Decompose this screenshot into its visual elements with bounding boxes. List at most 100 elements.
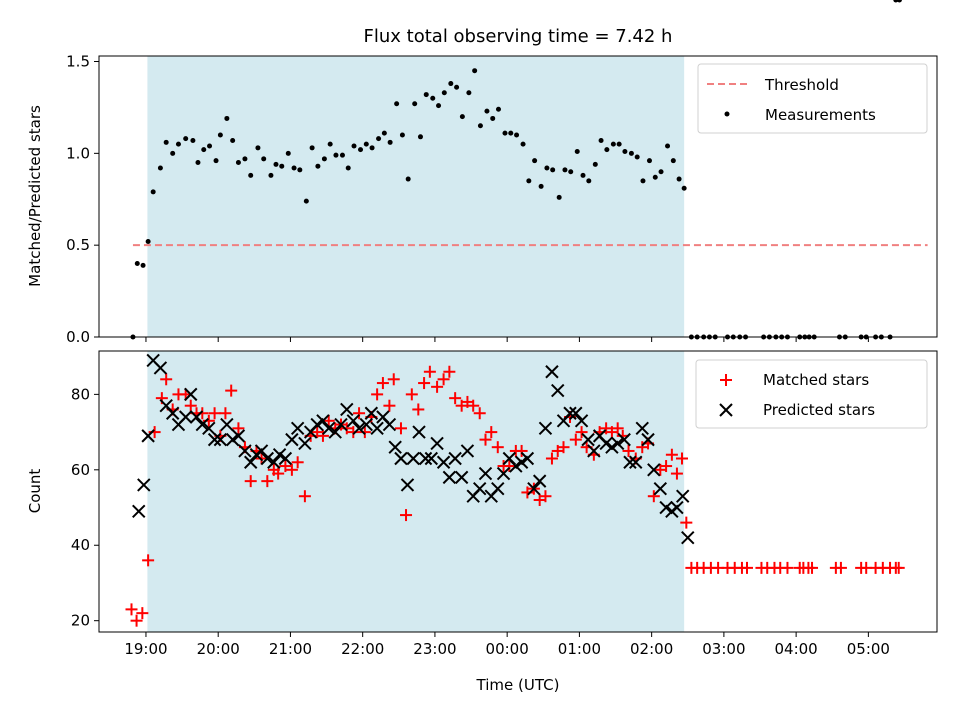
predicted-star-point: [278, 451, 293, 466]
predicted-star-point: [153, 361, 168, 375]
matched-star-point: [611, 422, 624, 435]
matched-star-point: [892, 561, 905, 574]
matched-star-point: [781, 561, 794, 574]
predicted-star-point: [514, 455, 529, 469]
predicted-star-point: [298, 436, 312, 451]
matched-star-point: [196, 407, 209, 420]
matched-star-point: [670, 467, 683, 480]
predicted-star-point: [213, 432, 228, 447]
top-y-axis-label: Matched/Predicted stars: [26, 105, 44, 287]
predicted-star-point: [328, 425, 342, 439]
predicted-star-point: [430, 436, 444, 451]
matched-legend-marker: [720, 374, 732, 386]
measurement-point: [303, 198, 309, 204]
legend-measurements-label: Measurements: [765, 106, 876, 124]
matched-star-point: [125, 603, 138, 616]
predicted-star-point: [260, 451, 275, 466]
predicted-star-point: [538, 421, 553, 436]
predicted-star-point: [605, 440, 619, 454]
top-y-ticks: 0.0 0.5 1.0 1.5: [66, 53, 99, 346]
x-tick-label: 05:00: [847, 640, 890, 658]
measurement-point: [170, 150, 176, 156]
measurement-point: [358, 147, 364, 153]
measurement-point: [163, 139, 169, 145]
x-tick-label: 22:00: [341, 640, 384, 658]
predicted-star-point: [599, 436, 613, 451]
measurement-point: [665, 143, 671, 149]
predicted-star-point: [641, 432, 655, 447]
matched-star-point: [539, 490, 552, 503]
predicted-star-point: [647, 463, 661, 477]
matched-star-point: [160, 373, 173, 386]
predicted-star-point: [496, 466, 511, 481]
predicted-star-point: [388, 440, 402, 454]
measurement-point: [321, 156, 327, 162]
predicted-star-point: [659, 500, 673, 515]
predicted-star-point: [623, 455, 637, 469]
predicted-star-point: [491, 481, 505, 496]
y-tick-label: 0.0: [66, 328, 90, 346]
predicted-star-point: [473, 481, 487, 496]
matched-star-point: [418, 377, 431, 390]
legend-threshold-label: Threshold: [764, 76, 839, 94]
top-panel: 0.0 0.5 1.0 1.5 Matched/Predicted stars Thr…: [26, 0, 938, 346]
measurement-point: [646, 158, 652, 164]
measurement-point: [285, 150, 291, 156]
predicted-star-point: [569, 406, 583, 420]
measurement-point: [261, 156, 267, 162]
predicted-star-point: [346, 414, 360, 428]
measurement-point: [448, 81, 454, 87]
predicted-star-point: [532, 474, 547, 488]
matched-star-point: [261, 475, 274, 488]
predicted-star-point: [290, 421, 305, 436]
chart-title: Flux total observing time = 7.42 h: [364, 26, 673, 47]
y-tick-label: 60: [71, 461, 90, 479]
measurement-point: [610, 141, 616, 147]
matched-star-point: [503, 460, 516, 473]
predicted-star-point: [254, 444, 269, 458]
measurement-point: [273, 161, 279, 167]
measurement-point: [586, 178, 592, 184]
predicted-star-point: [436, 455, 451, 469]
matched-star-point: [622, 444, 635, 457]
measurement-point: [568, 169, 574, 175]
matched-star-point: [491, 441, 504, 454]
predicted-star-point: [382, 417, 397, 432]
matched-star-point: [431, 380, 444, 393]
measurement-point: [514, 132, 520, 138]
measurement-point: [333, 152, 339, 158]
predicted-star-point: [653, 481, 668, 496]
measurement-point: [255, 145, 261, 151]
measurement-point: [652, 174, 658, 180]
top-legend: Threshold Measurements: [697, 63, 928, 134]
bottom-x-ticks: 19:00 20:00 21:00 22:00 23:00 00:00 01:00 02:00…: [124, 632, 890, 658]
predicted-star-point: [670, 500, 684, 515]
measurement-point: [508, 130, 514, 136]
x-tick-label: 00:00: [486, 640, 529, 658]
measurement-point: [484, 108, 490, 114]
predicted-star-point: [195, 417, 210, 432]
predicted-star-point: [334, 417, 348, 432]
bottom-y-axis-label: Count: [26, 469, 44, 514]
measurement-point: [235, 160, 241, 166]
measurement-point: [345, 165, 351, 171]
predicted-star-point: [442, 470, 457, 485]
measurement-point: [309, 145, 315, 151]
matched-star-point: [130, 614, 143, 627]
measurement-point: [207, 143, 213, 149]
matched-star-point: [400, 509, 413, 522]
y-tick-label: 1.5: [66, 53, 90, 71]
predicted-star-point: [635, 421, 649, 436]
predicted-star-point: [243, 455, 258, 469]
predicted-star-point: [352, 421, 366, 436]
matched-star-point: [232, 422, 245, 435]
x-tick-label: 03:00: [702, 640, 745, 658]
predicted-star-point: [400, 478, 415, 492]
predicted-star-point: [340, 402, 354, 417]
bottom-observing-window: [147, 351, 685, 632]
bottom-legend: Matched stars Predicted stars: [695, 359, 928, 429]
y-tick-label: 80: [71, 385, 90, 403]
measurement-point: [550, 167, 556, 173]
measurement-point: [658, 169, 664, 175]
